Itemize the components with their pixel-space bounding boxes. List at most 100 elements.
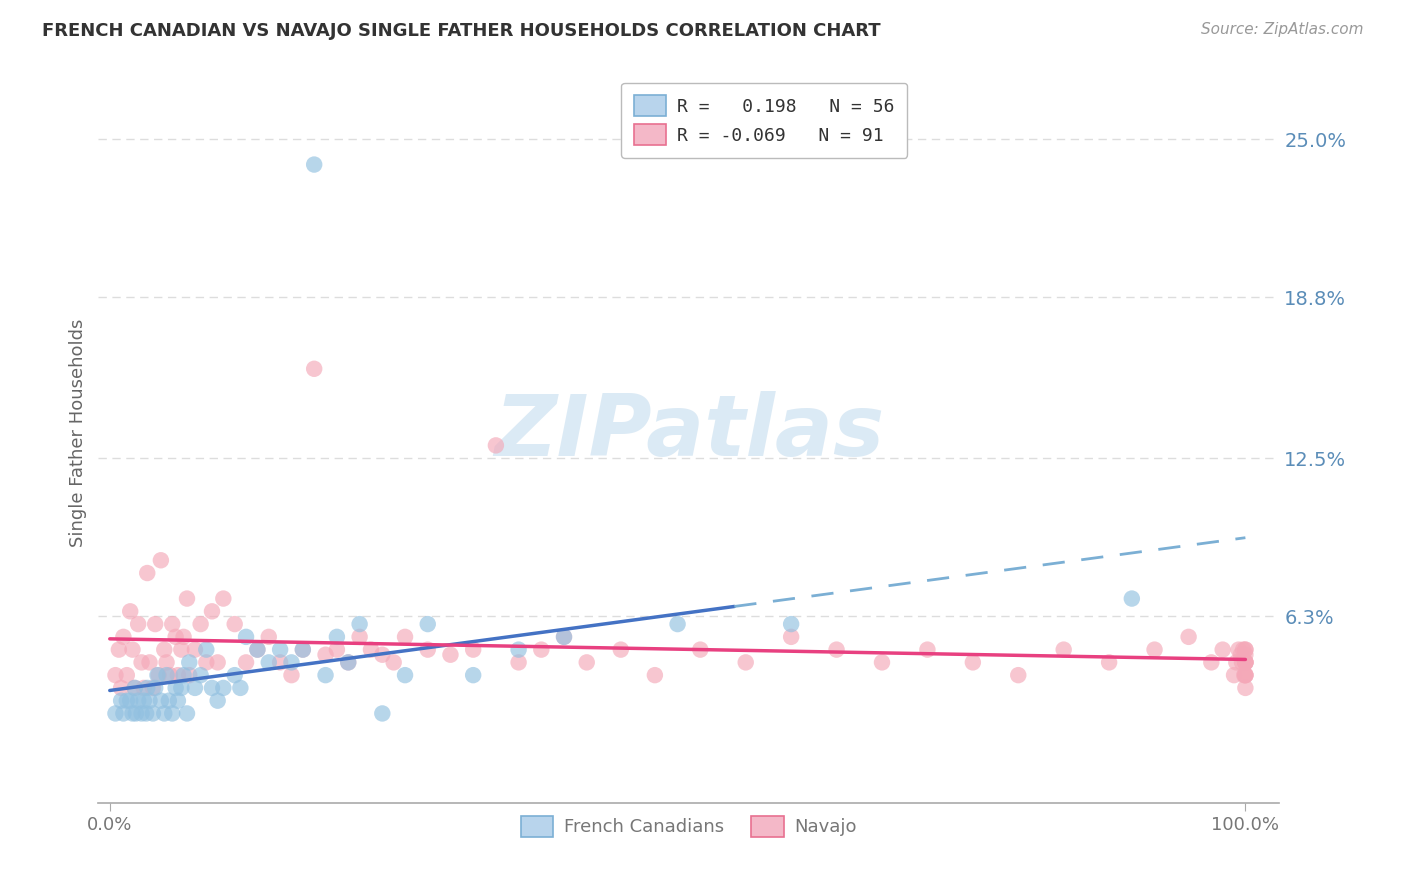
Point	[190, 617, 212, 632]
Point	[136, 681, 159, 695]
Point	[1230, 656, 1253, 670]
Point	[416, 617, 439, 632]
Point	[917, 642, 939, 657]
Point	[291, 642, 314, 657]
Point	[142, 681, 165, 695]
Point	[212, 591, 235, 606]
Point	[176, 706, 198, 721]
Point	[530, 642, 553, 657]
Point	[1234, 668, 1257, 682]
Point	[132, 694, 155, 708]
Point	[153, 706, 176, 721]
Point	[610, 642, 633, 657]
Point	[1233, 668, 1256, 682]
Point	[257, 630, 280, 644]
Point	[315, 668, 337, 682]
Point	[162, 617, 183, 632]
Point	[485, 438, 508, 452]
Point	[207, 656, 229, 670]
Point	[115, 668, 138, 682]
Point	[337, 656, 360, 670]
Point	[167, 668, 190, 682]
Point	[149, 553, 172, 567]
Point	[138, 694, 160, 708]
Point	[1234, 668, 1257, 682]
Point	[280, 656, 302, 670]
Text: Source: ZipAtlas.com: Source: ZipAtlas.com	[1201, 22, 1364, 37]
Point	[257, 656, 280, 670]
Point	[201, 604, 224, 618]
Point	[229, 681, 252, 695]
Point	[463, 642, 485, 657]
Point	[153, 642, 176, 657]
Point	[1234, 656, 1257, 670]
Point	[195, 656, 218, 670]
Point	[125, 706, 148, 721]
Point	[124, 681, 146, 695]
Point	[1234, 642, 1257, 657]
Point	[1212, 642, 1234, 657]
Point	[962, 656, 984, 670]
Point	[870, 656, 893, 670]
Point	[666, 617, 689, 632]
Y-axis label: Single Father Households: Single Father Households	[69, 318, 87, 547]
Point	[135, 706, 157, 721]
Point	[1234, 681, 1257, 695]
Text: ZIPatlas: ZIPatlas	[494, 391, 884, 475]
Point	[176, 591, 198, 606]
Point	[136, 566, 159, 580]
Point	[825, 642, 848, 657]
Point	[184, 642, 207, 657]
Point	[146, 668, 169, 682]
Point	[371, 706, 394, 721]
Point	[382, 656, 405, 670]
Point	[115, 694, 138, 708]
Point	[170, 681, 193, 695]
Point	[553, 630, 575, 644]
Point	[159, 668, 181, 682]
Point	[142, 706, 165, 721]
Point	[165, 630, 187, 644]
Point	[124, 681, 146, 695]
Point	[349, 630, 371, 644]
Point	[167, 694, 190, 708]
Point	[337, 656, 360, 670]
Point	[104, 668, 127, 682]
Point	[1234, 656, 1257, 670]
Point	[1234, 656, 1257, 670]
Point	[127, 617, 149, 632]
Point	[1230, 648, 1253, 662]
Point	[315, 648, 337, 662]
Point	[173, 630, 195, 644]
Point	[148, 668, 170, 682]
Point	[734, 656, 756, 670]
Point	[110, 681, 132, 695]
Point	[155, 668, 177, 682]
Point	[173, 668, 195, 682]
Point	[112, 630, 135, 644]
Point	[780, 617, 803, 632]
Point	[155, 656, 177, 670]
Point	[120, 694, 142, 708]
Point	[1227, 642, 1250, 657]
Point	[575, 656, 598, 670]
Point	[212, 681, 235, 695]
Point	[302, 361, 325, 376]
Point	[110, 694, 132, 708]
Point	[157, 694, 180, 708]
Point	[269, 656, 291, 670]
Point	[644, 668, 666, 682]
Point	[108, 642, 131, 657]
Point	[179, 668, 201, 682]
Point	[1234, 668, 1257, 682]
Point	[1234, 642, 1257, 657]
Text: FRENCH CANADIAN VS NAVAJO SINGLE FATHER HOUSEHOLDS CORRELATION CHART: FRENCH CANADIAN VS NAVAJO SINGLE FATHER …	[42, 22, 880, 40]
Point	[246, 642, 269, 657]
Point	[1098, 656, 1121, 670]
Point	[104, 706, 127, 721]
Point	[190, 668, 212, 682]
Point	[508, 642, 530, 657]
Point	[143, 681, 166, 695]
Point	[1223, 668, 1246, 682]
Point	[1007, 668, 1029, 682]
